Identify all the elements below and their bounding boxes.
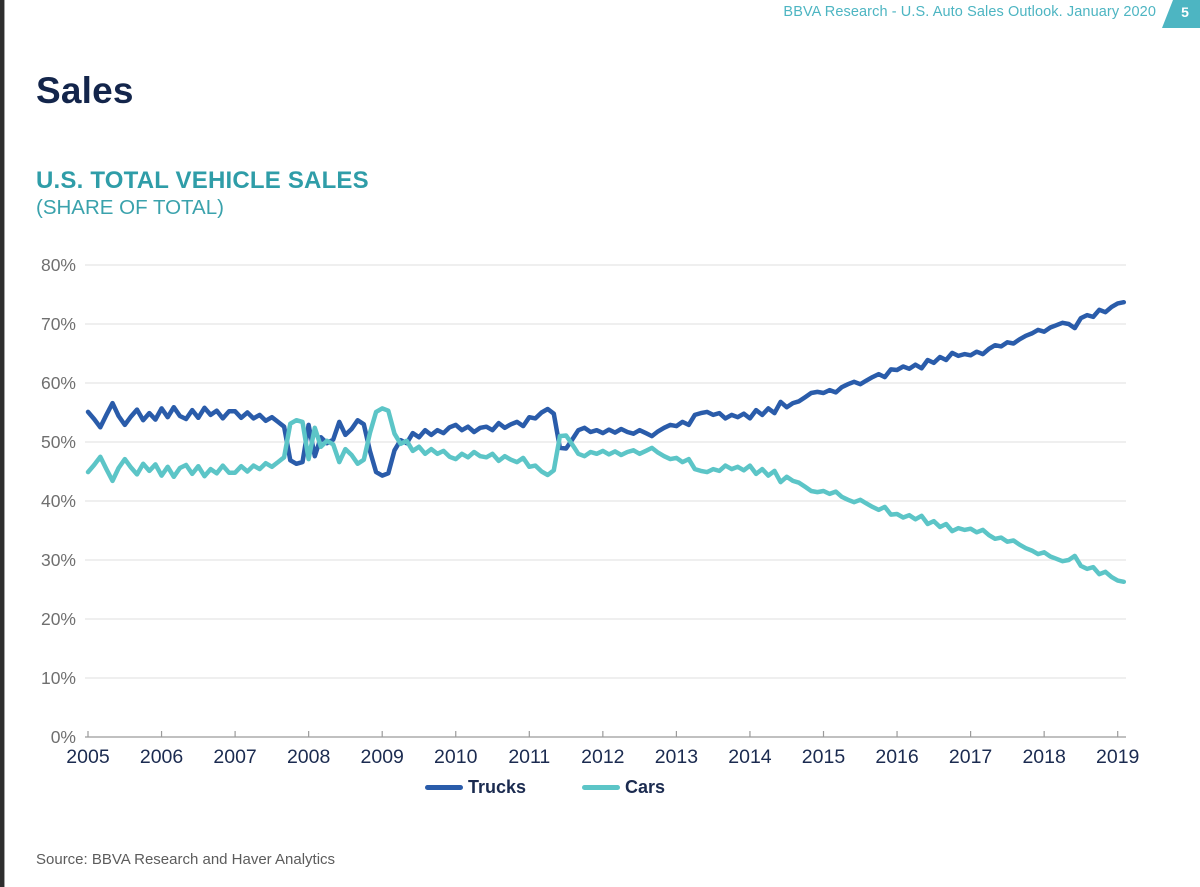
svg-text:2016: 2016 [875,746,918,768]
svg-text:10%: 10% [41,668,76,688]
vehicle-sales-share-chart: 0% 10% 20% 30% 40% 50% 60% 70% 80% 2005 2006 2007 20… [41,255,1139,768]
window-left-border-highlight [4,0,5,887]
svg-text:2011: 2011 [508,746,550,768]
legend-label-trucks: Trucks [467,777,526,797]
cars-line-swatch [582,785,620,790]
svg-text:70%: 70% [41,314,76,334]
svg-text:2009: 2009 [361,746,404,768]
svg-text:2013: 2013 [655,746,698,768]
svg-text:2006: 2006 [140,746,183,768]
svg-text:2005: 2005 [66,746,110,768]
legend-item-cars: Cars [582,777,665,798]
svg-text:2018: 2018 [1022,746,1065,768]
svg-text:2019: 2019 [1096,746,1139,768]
svg-text:80%: 80% [41,255,76,275]
window-left-border [0,0,4,887]
svg-text:30%: 30% [41,550,76,570]
svg-text:2014: 2014 [728,746,772,768]
chart-subtitle: (SHARE OF TOTAL) [36,196,224,219]
page-number: 5 [1181,4,1189,20]
svg-text:60%: 60% [41,373,76,393]
svg-text:2010: 2010 [434,746,478,768]
svg-text:2015: 2015 [802,746,846,768]
svg-text:2008: 2008 [287,746,330,768]
svg-text:2012: 2012 [581,746,624,768]
legend-label-cars: Cars [625,777,666,797]
legend-item-trucks: Trucks [424,777,526,798]
svg-text:2017: 2017 [949,746,992,768]
page-title: Sales [36,70,134,111]
svg-text:50%: 50% [41,432,76,452]
chart-title: U.S. TOTAL VEHICLE SALES [36,167,369,194]
source-note: Source: BBVA Research and Haver Analytic… [36,851,336,868]
slide-header: BBVA Research - U.S. Auto Sales Outlook.… [783,4,1156,20]
chart-legend: Trucks Cars [0,777,1090,798]
page-number-badge: 5 [1162,0,1200,28]
svg-text:20%: 20% [41,609,76,629]
trucks-line-swatch [424,785,463,790]
svg-text:0%: 0% [51,727,76,747]
svg-text:2007: 2007 [213,746,256,768]
svg-text:40%: 40% [41,491,76,511]
